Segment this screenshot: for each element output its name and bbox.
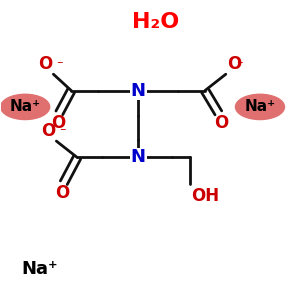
Text: O: O xyxy=(51,114,65,132)
Text: ⁻: ⁻ xyxy=(60,126,66,139)
Text: N: N xyxy=(130,148,146,166)
Text: H₂O: H₂O xyxy=(132,12,180,32)
Text: Na⁺: Na⁺ xyxy=(244,99,275,114)
Ellipse shape xyxy=(1,94,50,119)
Text: Na⁺: Na⁺ xyxy=(10,99,41,114)
Text: O: O xyxy=(55,184,69,202)
Text: ⁻: ⁻ xyxy=(57,59,63,72)
Text: N: N xyxy=(130,82,146,100)
Text: Na⁺: Na⁺ xyxy=(22,260,58,278)
Text: OH: OH xyxy=(192,187,220,205)
Text: O: O xyxy=(38,55,52,73)
Text: O: O xyxy=(227,55,242,73)
Text: ⁻: ⁻ xyxy=(236,59,242,72)
Text: O: O xyxy=(40,122,55,140)
Text: O: O xyxy=(214,114,229,132)
Ellipse shape xyxy=(236,94,284,119)
